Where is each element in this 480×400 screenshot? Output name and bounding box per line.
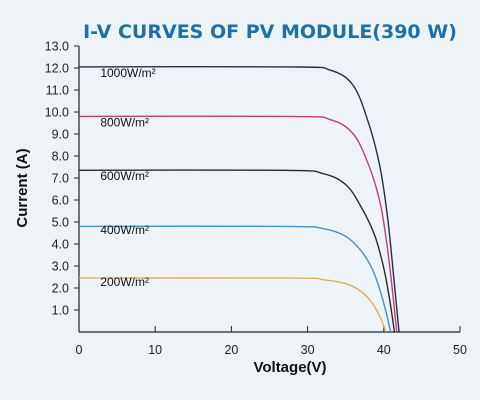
chart-title: I-V CURVES OF PV MODULE(390 W) — [83, 21, 457, 43]
y-tick-label: 6.0 — [52, 194, 69, 208]
y-tick-label: 10.0 — [45, 106, 69, 120]
series-line-2 — [78, 169, 396, 333]
series-label-0: 1000W/m² — [100, 66, 155, 80]
x-tick-label: 10 — [148, 343, 162, 357]
series-label-1: 800W/m² — [100, 115, 149, 129]
series-labels: 1000W/m² 800W/m² 600W/m² 400W/m² 200W/m² — [100, 66, 155, 289]
series-line-0 — [78, 65, 400, 333]
y-tick-label: 13.0 — [45, 40, 69, 54]
series-label-4: 200W/m² — [100, 275, 149, 289]
x-tick-label: 20 — [224, 343, 238, 357]
x-axis-ticks: 0 10 20 30 40 50 — [76, 326, 467, 357]
x-tick-label: 50 — [453, 343, 467, 357]
y-axis-label: Current (A) — [14, 148, 31, 227]
y-tick-label: 8.0 — [52, 150, 69, 164]
series-label-2: 600W/m² — [100, 169, 149, 183]
x-tick-label: 40 — [377, 343, 391, 357]
series-line-3 — [78, 225, 392, 333]
y-tick-label: 1.0 — [52, 304, 69, 318]
y-tick-label: 3.0 — [52, 260, 69, 274]
x-tick-label: 0 — [76, 343, 83, 357]
series-line-1 — [78, 115, 398, 333]
y-tick-label: 2.0 — [52, 282, 69, 296]
y-tick-label: 9.0 — [52, 128, 69, 142]
y-tick-label: 12.0 — [45, 62, 69, 76]
y-tick-label: 4.0 — [52, 238, 69, 252]
y-tick-label: 11.0 — [46, 84, 69, 98]
series-lines — [78, 65, 400, 333]
y-axis-ticks: 1.0 2.0 3.0 4.0 5.0 6.0 7.0 8.0 9.0 10.0 11.0 12.0 1… — [45, 40, 79, 318]
x-tick-label: 30 — [301, 343, 315, 357]
x-axis-label: Voltage(V) — [253, 359, 326, 376]
series-line-4 — [78, 277, 387, 333]
series-label-3: 400W/m² — [100, 223, 149, 237]
y-tick-label: 7.0 — [52, 172, 69, 186]
y-tick-label: 5.0 — [52, 216, 69, 230]
